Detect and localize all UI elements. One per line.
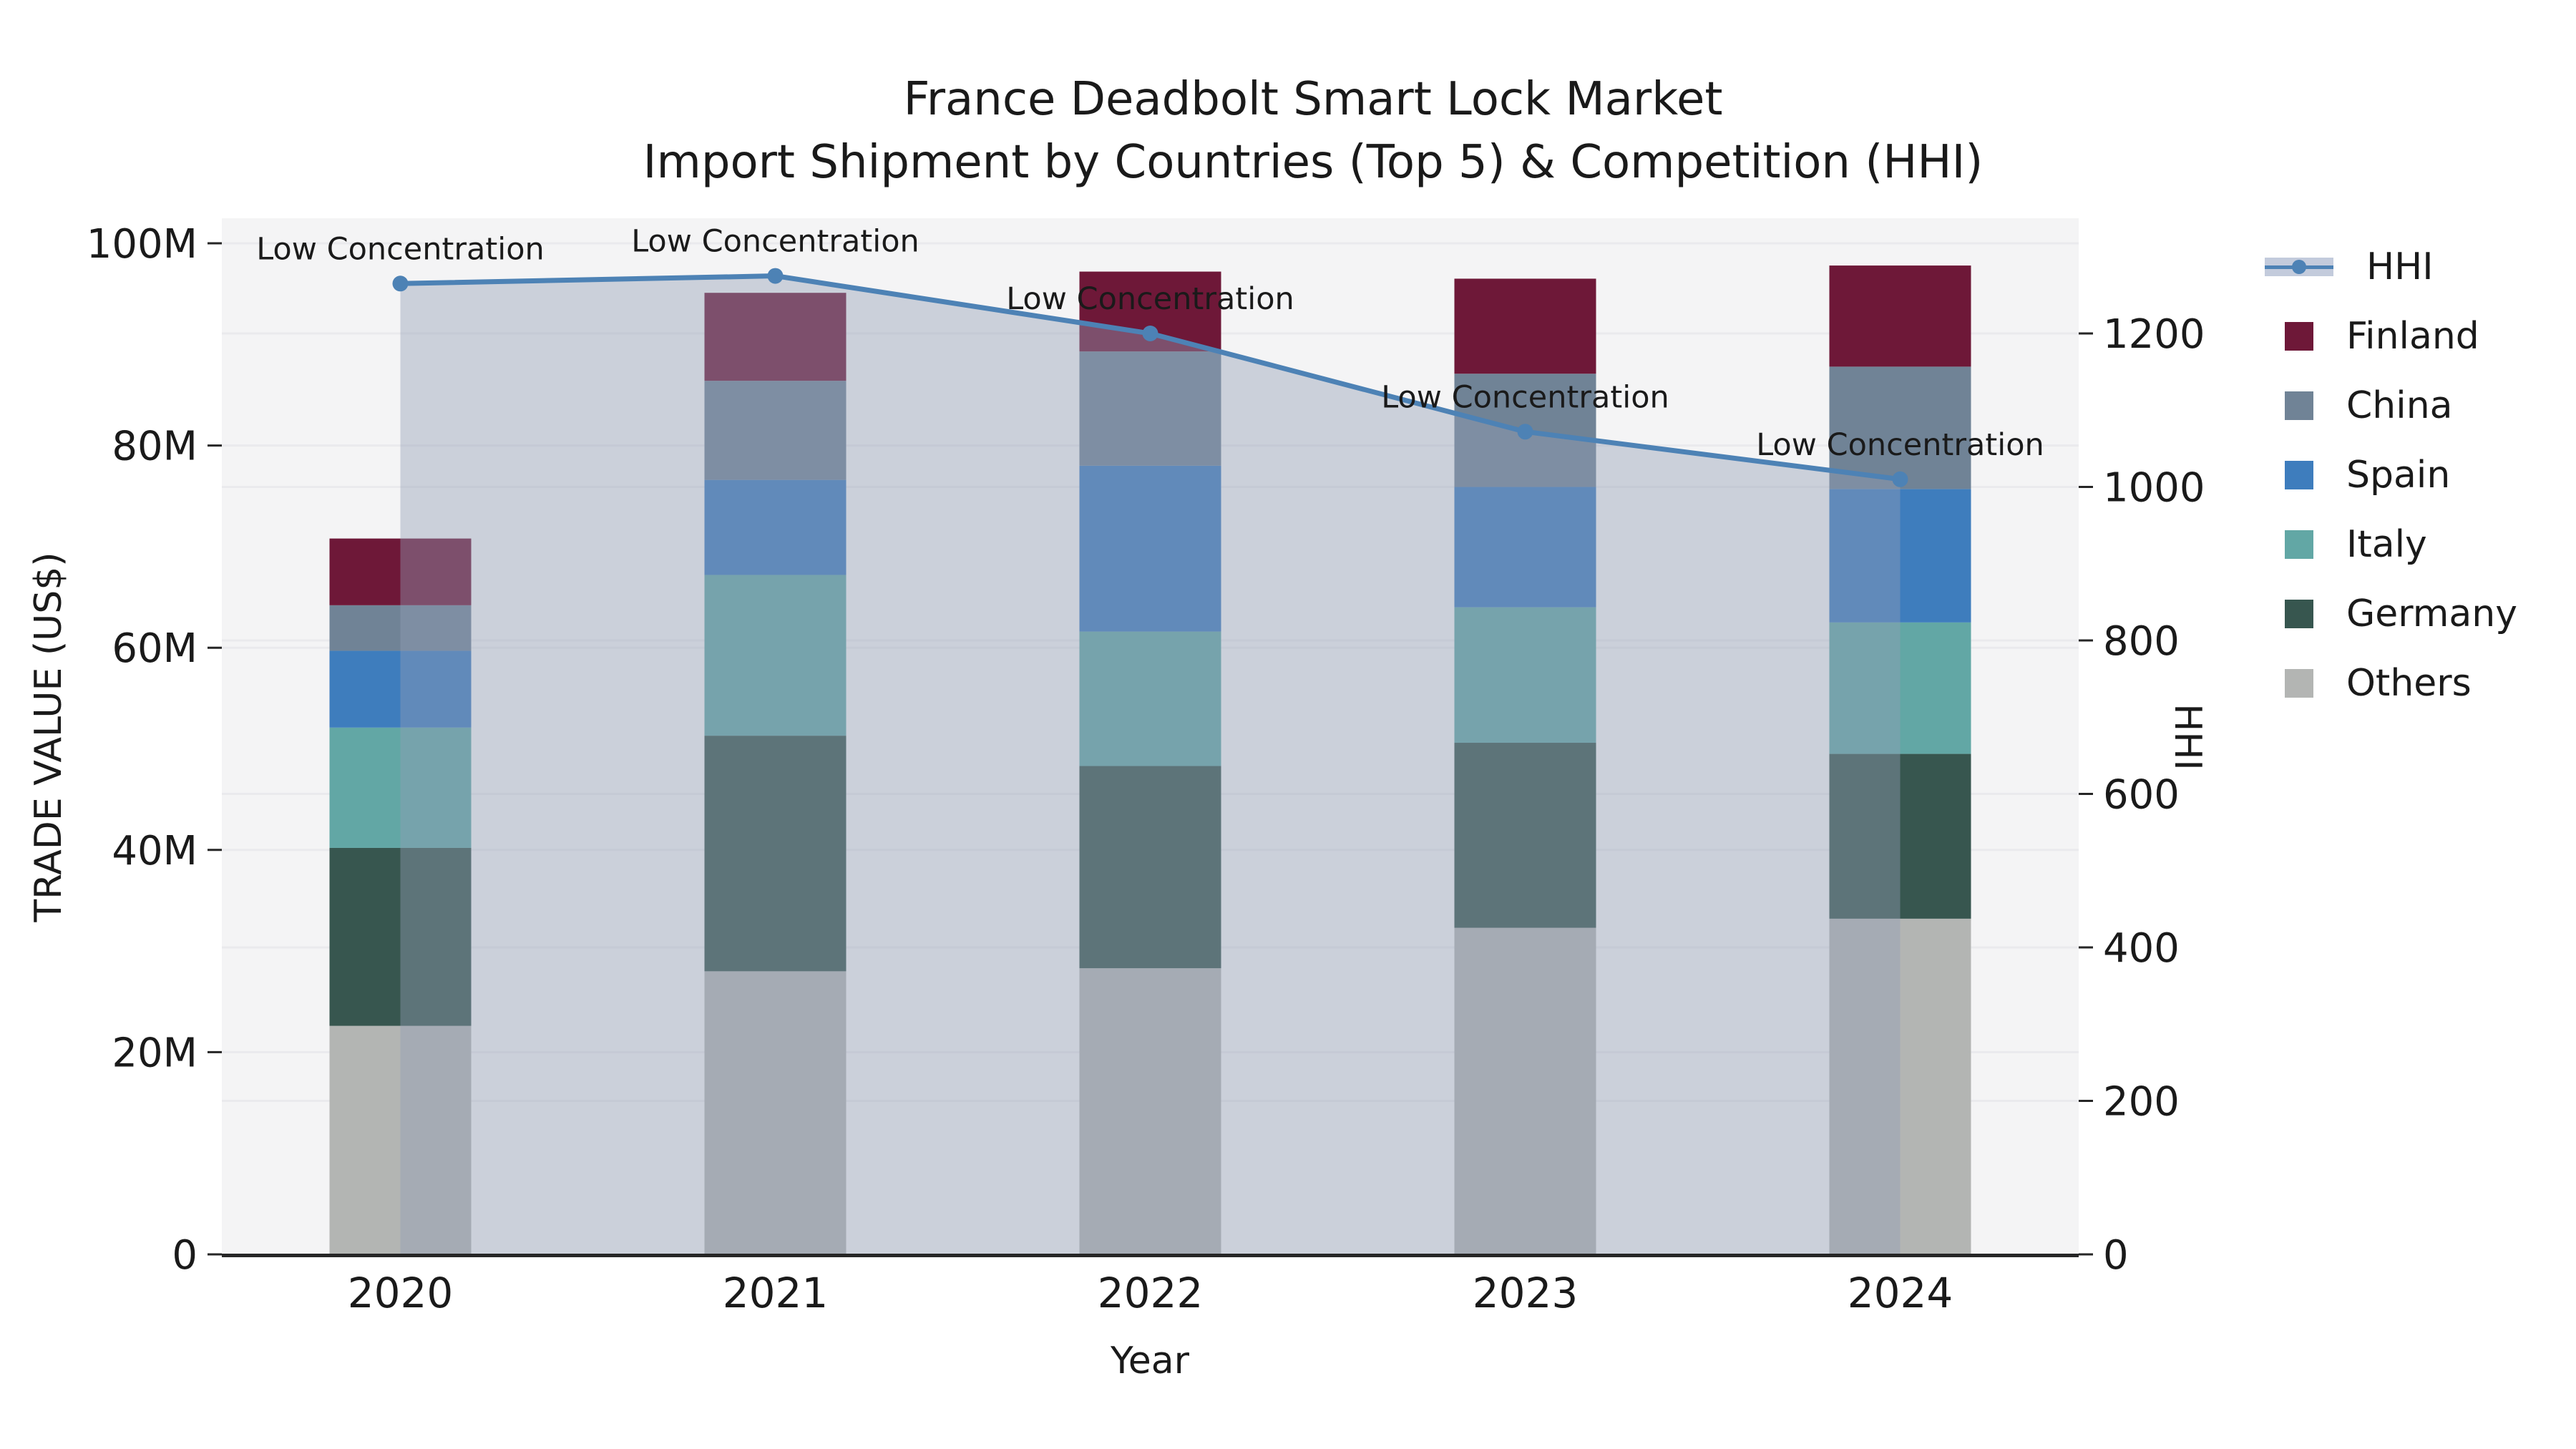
legend-label-hhi: HHI: [2366, 245, 2434, 288]
bar-segment-2024-spain: [1829, 489, 1971, 623]
hhi-line-icon: [2265, 257, 2333, 276]
bar-segment-2021-spain: [704, 479, 847, 575]
y-axis-title-left: TRADE VALUE (US$): [27, 552, 70, 922]
bar-segment-2021-italy: [704, 575, 847, 736]
page-title: France Deadbolt Smart Lock Market Import…: [50, 68, 2576, 194]
year-label-2023: 2023: [1473, 1269, 1579, 1317]
bar-segment-2020-germany: [329, 847, 472, 1026]
bar-segment-2023-others: [1454, 927, 1596, 1254]
legend-item-italy: Italy: [2265, 509, 2572, 579]
legend-item-hhi: HHI: [2265, 232, 2572, 301]
legend-item-spain: Spain: [2265, 440, 2572, 509]
chart-title-line1: France Deadbolt Smart Lock Market: [903, 73, 1723, 126]
bar-segment-2020-finland: [329, 538, 472, 605]
year-label-2024: 2024: [1848, 1269, 1953, 1317]
bar-segment-2021-china: [704, 381, 847, 480]
hhi-marker-2020: [392, 275, 409, 292]
y-right-tick-label-800: 800: [2103, 618, 2180, 665]
legend-swatch-germany-icon: [2285, 599, 2313, 628]
chart-title-line2: Import Shipment by Countries (Top 5) & C…: [643, 136, 1984, 189]
legend-label-others: Others: [2346, 661, 2472, 705]
y-left-tick-label-40: 40M: [112, 828, 197, 874]
year-label-2022: 2022: [1098, 1269, 1204, 1317]
y-left-tick-label-80: 80M: [112, 424, 197, 470]
y-right-tick-label-1200: 1200: [2103, 311, 2205, 358]
bar-segment-2023-spain: [1454, 487, 1596, 608]
legend: HHI Finland China Spain Italy Germany Others: [2265, 232, 2572, 718]
bar-segment-2024-finland: [1829, 265, 1971, 367]
legend-item-germany: Germany: [2265, 579, 2572, 648]
bar-segment-2022-china: [1079, 351, 1221, 466]
y-left-tick-label-60: 60M: [112, 625, 197, 672]
annotation-2024: Low Concentration: [1756, 427, 2044, 463]
hhi-marker-2023: [1517, 424, 1533, 440]
bar-segment-2022-germany: [1079, 766, 1221, 969]
y-right-tick-label-200: 200: [2103, 1079, 2180, 1126]
y-right-tick-label-1000: 1000: [2103, 465, 2205, 512]
bar-segment-2024-others: [1829, 918, 1971, 1254]
bar-segment-2022-italy: [1079, 631, 1221, 766]
legend-label-germany: Germany: [2346, 592, 2518, 635]
bar-segment-2022-others: [1079, 968, 1221, 1254]
legend-label-finland: Finland: [2346, 314, 2479, 358]
legend-label-china: China: [2346, 384, 2453, 427]
y-left-tick-label-20: 20M: [112, 1030, 197, 1076]
bar-segment-2020-others: [329, 1025, 472, 1254]
legend-swatch-italy-icon: [2285, 530, 2313, 559]
bar-segment-2023-germany: [1454, 743, 1596, 928]
legend-item-finland: Finland: [2265, 301, 2572, 371]
legend-item-others: Others: [2265, 648, 2572, 718]
y-right-tick-label-600: 600: [2103, 772, 2180, 819]
bar-segment-2022-spain: [1079, 465, 1221, 632]
y-left-tick-label-0: 0: [172, 1232, 197, 1279]
year-label-2020: 2020: [348, 1269, 454, 1317]
legend-label-italy: Italy: [2346, 522, 2427, 566]
bar-segment-2020-italy: [329, 727, 472, 848]
bar-segment-2024-germany: [1829, 753, 1971, 919]
annotation-2020: Low Concentration: [256, 231, 545, 267]
y-axis-title-right: HHI: [2166, 703, 2209, 771]
hhi-marker-2024: [1892, 471, 1908, 487]
annotation-2023: Low Concentration: [1381, 379, 1669, 415]
legend-label-spain: Spain: [2346, 453, 2451, 497]
bar-segment-2023-italy: [1454, 607, 1596, 743]
bar-segment-2021-others: [704, 971, 847, 1254]
hhi-marker-2021: [767, 268, 784, 284]
bar-segment-2020-spain: [329, 650, 472, 728]
bar-segment-2024-china: [1829, 366, 1971, 489]
hhi-area: [400, 275, 1901, 1254]
year-label-2021: 2021: [723, 1269, 829, 1317]
y-right-tick-label-400: 400: [2103, 925, 2180, 972]
legend-swatch-finland-icon: [2285, 321, 2313, 351]
legend-swatch-spain-icon: [2285, 460, 2313, 489]
x-axis-title: Year: [1110, 1340, 1190, 1382]
hhi-marker-2022: [1142, 326, 1158, 341]
y-right-tick-label-0: 0: [2103, 1232, 2129, 1279]
legend-swatch-others-icon: [2285, 668, 2313, 698]
bar-segment-2020-china: [329, 605, 472, 651]
legend-swatch-china-icon: [2285, 391, 2313, 420]
bar-segment-2021-finland: [704, 293, 847, 381]
legend-item-china: China: [2265, 371, 2572, 440]
bar-segment-2024-italy: [1829, 622, 1971, 754]
annotation-2021: Low Concentration: [631, 224, 919, 260]
bar-segment-2021-germany: [704, 736, 847, 972]
y-left-tick-label-100: 100M: [87, 221, 197, 268]
annotation-2022: Low Concentration: [1006, 281, 1294, 317]
bar-segment-2023-finland: [1454, 278, 1596, 374]
x-axis-line: [222, 1254, 2079, 1257]
